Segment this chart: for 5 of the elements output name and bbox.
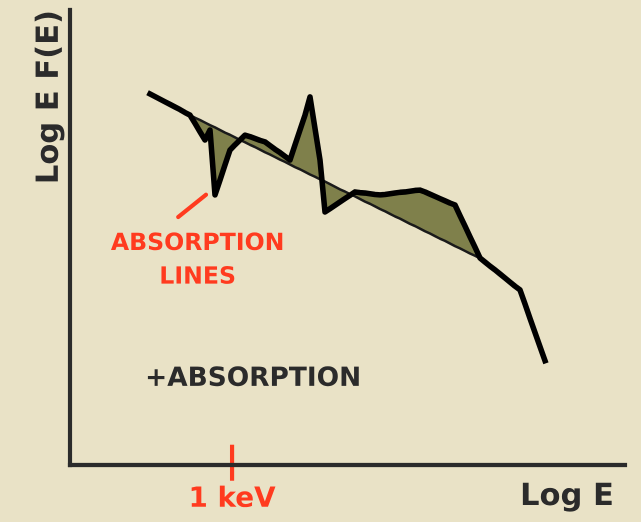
annotation: ABSORPTION LINES xyxy=(110,232,282,284)
y-axis-title: Log E F(E) xyxy=(34,12,64,182)
annotation: +ABSORPTION xyxy=(148,366,359,386)
text: 1 keV xyxy=(192,486,276,508)
x-axis-title: Log E xyxy=(522,482,612,512)
